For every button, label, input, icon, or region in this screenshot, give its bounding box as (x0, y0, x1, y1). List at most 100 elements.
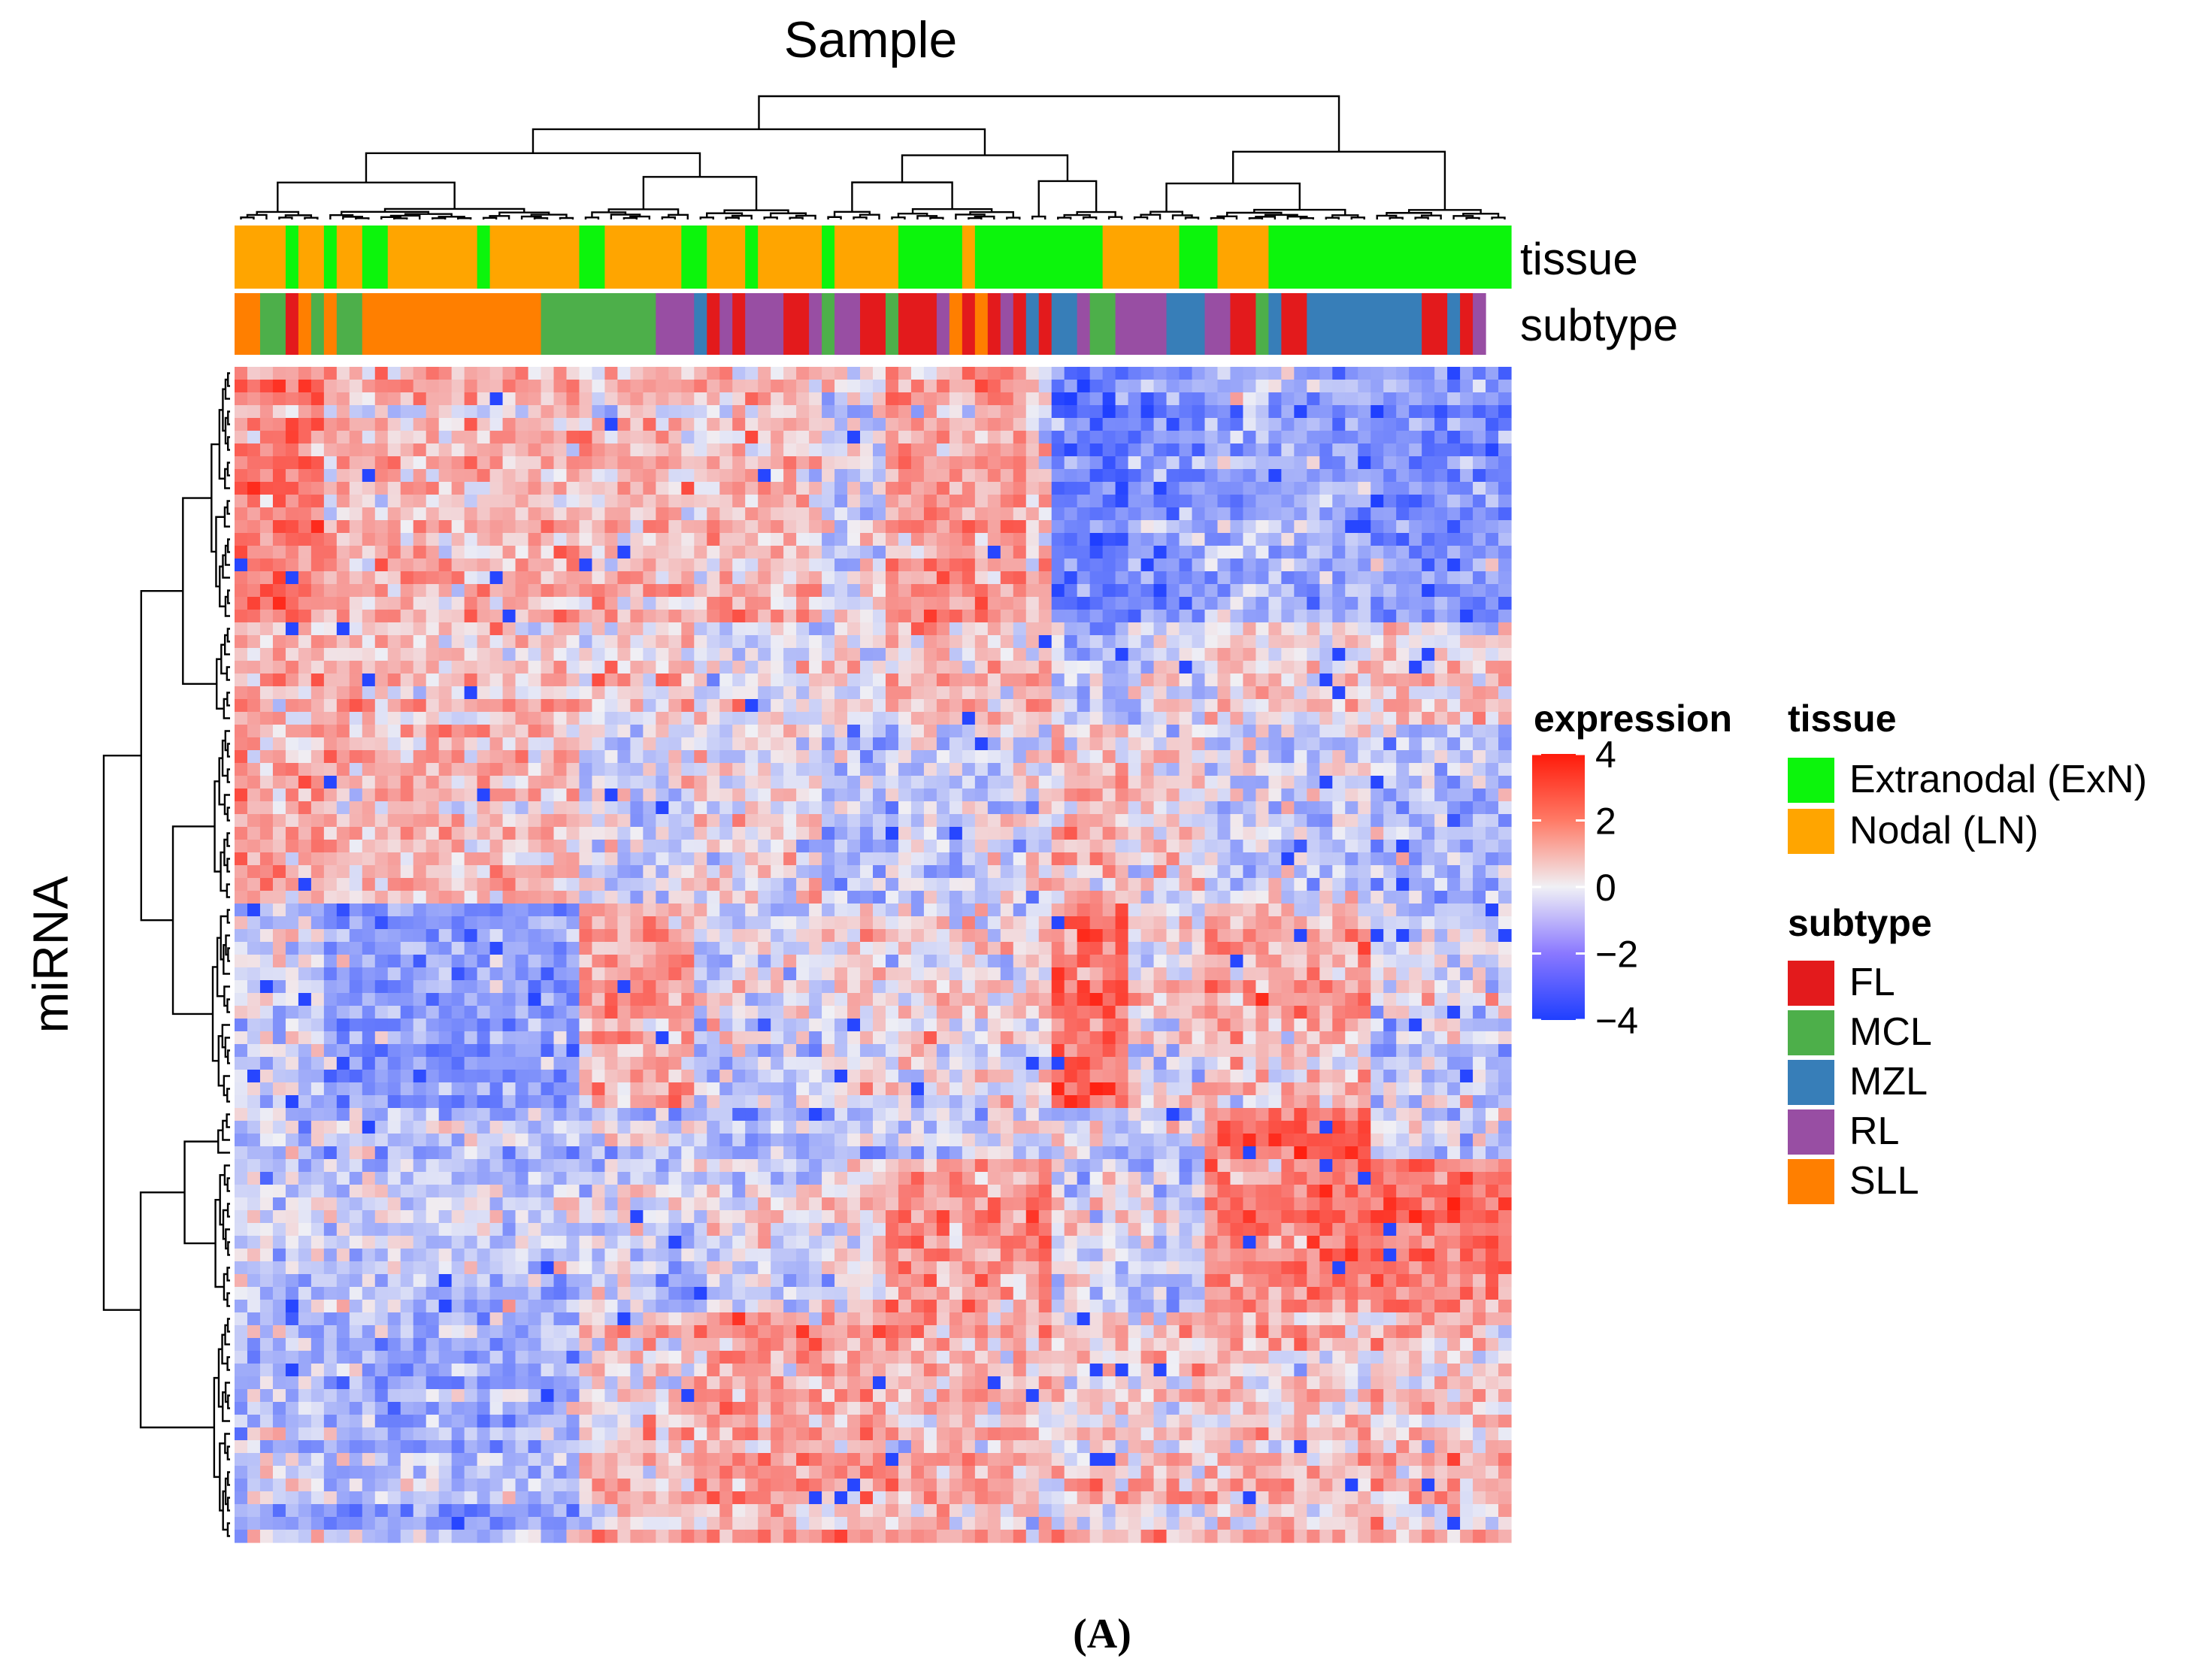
heatmap-cell (847, 929, 861, 943)
heatmap-cell (413, 648, 427, 661)
heatmap-cell (1128, 801, 1142, 815)
heatmap-cell (1358, 801, 1371, 815)
heatmap-cell (323, 635, 338, 649)
tissue-segment-exn (974, 226, 1104, 289)
heatmap-cell (694, 789, 707, 802)
heatmap-cell (515, 865, 529, 879)
heatmap-cell (834, 929, 848, 943)
heatmap-cell (362, 801, 376, 815)
heatmap-cell (910, 661, 925, 674)
heatmap-cell (285, 558, 299, 572)
heatmap-cell (272, 814, 286, 828)
heatmap-cell (1383, 865, 1397, 879)
heatmap-cell (668, 456, 682, 470)
heatmap-cell (553, 469, 568, 483)
heatmap-cell (247, 878, 261, 891)
heatmap-cell (374, 955, 389, 968)
heatmap-cell (809, 750, 822, 764)
heatmap-cell (1102, 763, 1116, 776)
heatmap-cell (681, 750, 695, 764)
heatmap-cell (1255, 469, 1269, 483)
heatmap-cell (898, 558, 912, 572)
heatmap-cell (822, 955, 835, 968)
heatmap-cell (923, 456, 937, 470)
heatmap-cell (1013, 904, 1027, 917)
heatmap-cell (259, 878, 274, 891)
heatmap-cell (719, 929, 733, 943)
heatmap-cell (898, 686, 912, 700)
heatmap-cell (1077, 942, 1091, 955)
heatmap-cell (387, 737, 401, 751)
heatmap-cell (745, 929, 759, 943)
heatmap-cell (949, 392, 963, 406)
heatmap-cell (1460, 456, 1474, 470)
heatmap-cell (962, 852, 976, 866)
heatmap-cell (1192, 904, 1206, 917)
heatmap-cell (387, 955, 401, 968)
heatmap-cell (426, 776, 440, 789)
heatmap-cell (566, 827, 580, 840)
heatmap-cell (1460, 878, 1474, 891)
heatmap-cell (464, 558, 478, 572)
heatmap-cell (1422, 405, 1435, 419)
heatmap-cell (834, 380, 848, 393)
heatmap-cell (604, 942, 618, 955)
heatmap-cell (771, 801, 784, 815)
heatmap-cell (1345, 852, 1358, 866)
heatmap-cell (374, 520, 389, 534)
heatmap-cell (1077, 891, 1091, 904)
heatmap-cell (541, 763, 555, 776)
dendrogram-branch (1248, 217, 1264, 219)
heatmap-cell (860, 725, 874, 738)
heatmap-cell (285, 712, 299, 725)
heatmap-cell (936, 840, 950, 853)
heatmap-cell (745, 469, 759, 483)
heatmap-cell (1204, 763, 1219, 776)
heatmap-cell (1013, 558, 1027, 572)
subtype-segment-fl (1230, 293, 1256, 355)
heatmap-cell (310, 814, 325, 828)
heatmap-cell (235, 852, 248, 866)
heatmap-cell (362, 610, 376, 623)
heatmap-cell (1371, 891, 1384, 904)
heatmap-cell (1434, 610, 1448, 623)
heatmap-cell (1319, 827, 1333, 840)
heatmap-cell (1473, 712, 1486, 725)
heatmap-cell (643, 367, 656, 380)
heatmap-cell (681, 431, 695, 444)
heatmap-cell (1371, 367, 1384, 380)
heatmap-cell (1358, 699, 1371, 713)
heatmap-cell (1396, 929, 1410, 943)
heatmap-cell (1498, 776, 1512, 789)
heatmap-cell (528, 827, 542, 840)
heatmap-cell (822, 737, 835, 751)
heatmap-cell (1089, 520, 1104, 534)
heatmap-cell (974, 776, 989, 789)
heatmap-cell (643, 533, 656, 546)
heatmap-cell (923, 750, 937, 764)
heatmap-cell (1447, 827, 1461, 840)
heatmap-cell (515, 533, 529, 546)
heatmap-cell (566, 635, 580, 649)
heatmap-cell (298, 865, 312, 879)
heatmap-cell (426, 955, 440, 968)
heatmap-cell (502, 507, 516, 521)
heatmap-cell (1294, 456, 1307, 470)
heatmap-cell (1115, 648, 1129, 661)
heatmap-cell (949, 610, 963, 623)
heatmap-cell (247, 520, 261, 534)
heatmap-cell (796, 558, 810, 572)
heatmap-cell (387, 533, 401, 546)
heatmap-cell (668, 737, 682, 751)
heatmap-cell (1447, 904, 1461, 917)
heatmap-cell (604, 520, 618, 534)
heatmap-cell (1268, 571, 1282, 585)
dendrogram-branch (223, 985, 230, 1007)
heatmap-cell (310, 507, 325, 521)
heatmap-cell (1473, 776, 1486, 789)
heatmap-cell (489, 955, 504, 968)
heatmap-cell (1447, 776, 1461, 789)
heatmap-cell (758, 622, 771, 636)
heatmap-cell (1089, 840, 1104, 853)
heatmap-cell (247, 546, 261, 559)
